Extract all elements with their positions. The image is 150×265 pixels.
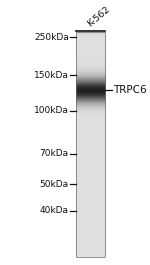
Bar (75, 32, 105, 257)
Text: 50kDa: 50kDa (40, 180, 69, 189)
Text: K-562: K-562 (86, 4, 112, 28)
Text: 40kDa: 40kDa (40, 206, 69, 215)
Text: 100kDa: 100kDa (34, 106, 69, 115)
Text: 70kDa: 70kDa (40, 149, 69, 158)
Text: 250kDa: 250kDa (34, 33, 69, 42)
Text: TRPC6: TRPC6 (113, 85, 147, 95)
Text: 150kDa: 150kDa (34, 70, 69, 80)
